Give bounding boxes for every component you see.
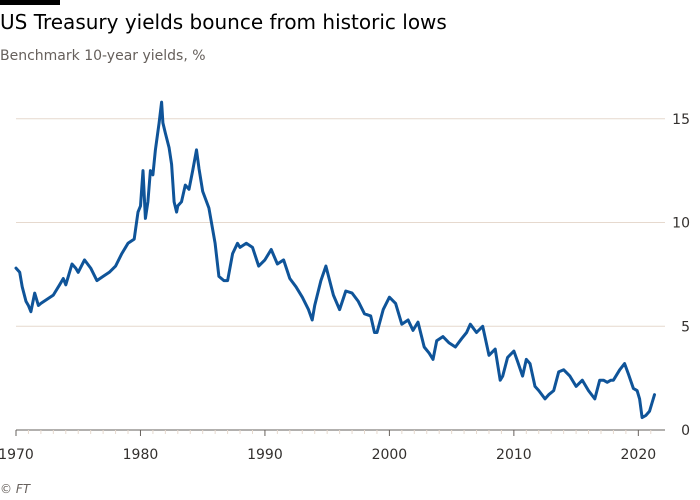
y-tick-label: 5	[681, 319, 690, 335]
x-tick-label: 1990	[247, 447, 283, 463]
source-credit: © FT	[0, 482, 31, 496]
series-line-10yr-yield	[14, 100, 656, 420]
x-tick-label: 2000	[372, 447, 408, 463]
x-tick-label: 1980	[123, 447, 159, 463]
ft-top-bar	[0, 0, 60, 5]
y-tick-label: 0	[681, 423, 690, 439]
x-tick-label: 2020	[621, 447, 657, 463]
x-tick-label: 2010	[496, 447, 532, 463]
gridlines	[16, 118, 665, 327]
y-tick-label: 10	[672, 216, 690, 232]
series-layer	[14, 100, 656, 420]
axes: 0 5 10 15 1970 1980 1990 2000 2010 2020	[0, 112, 690, 463]
x-tick-label: 1970	[0, 447, 34, 463]
chart-title: US Treasury yields bounce from historic …	[0, 10, 447, 34]
chart-subtitle: Benchmark 10-year yields, %	[0, 48, 206, 64]
y-tick-label: 15	[672, 112, 690, 128]
